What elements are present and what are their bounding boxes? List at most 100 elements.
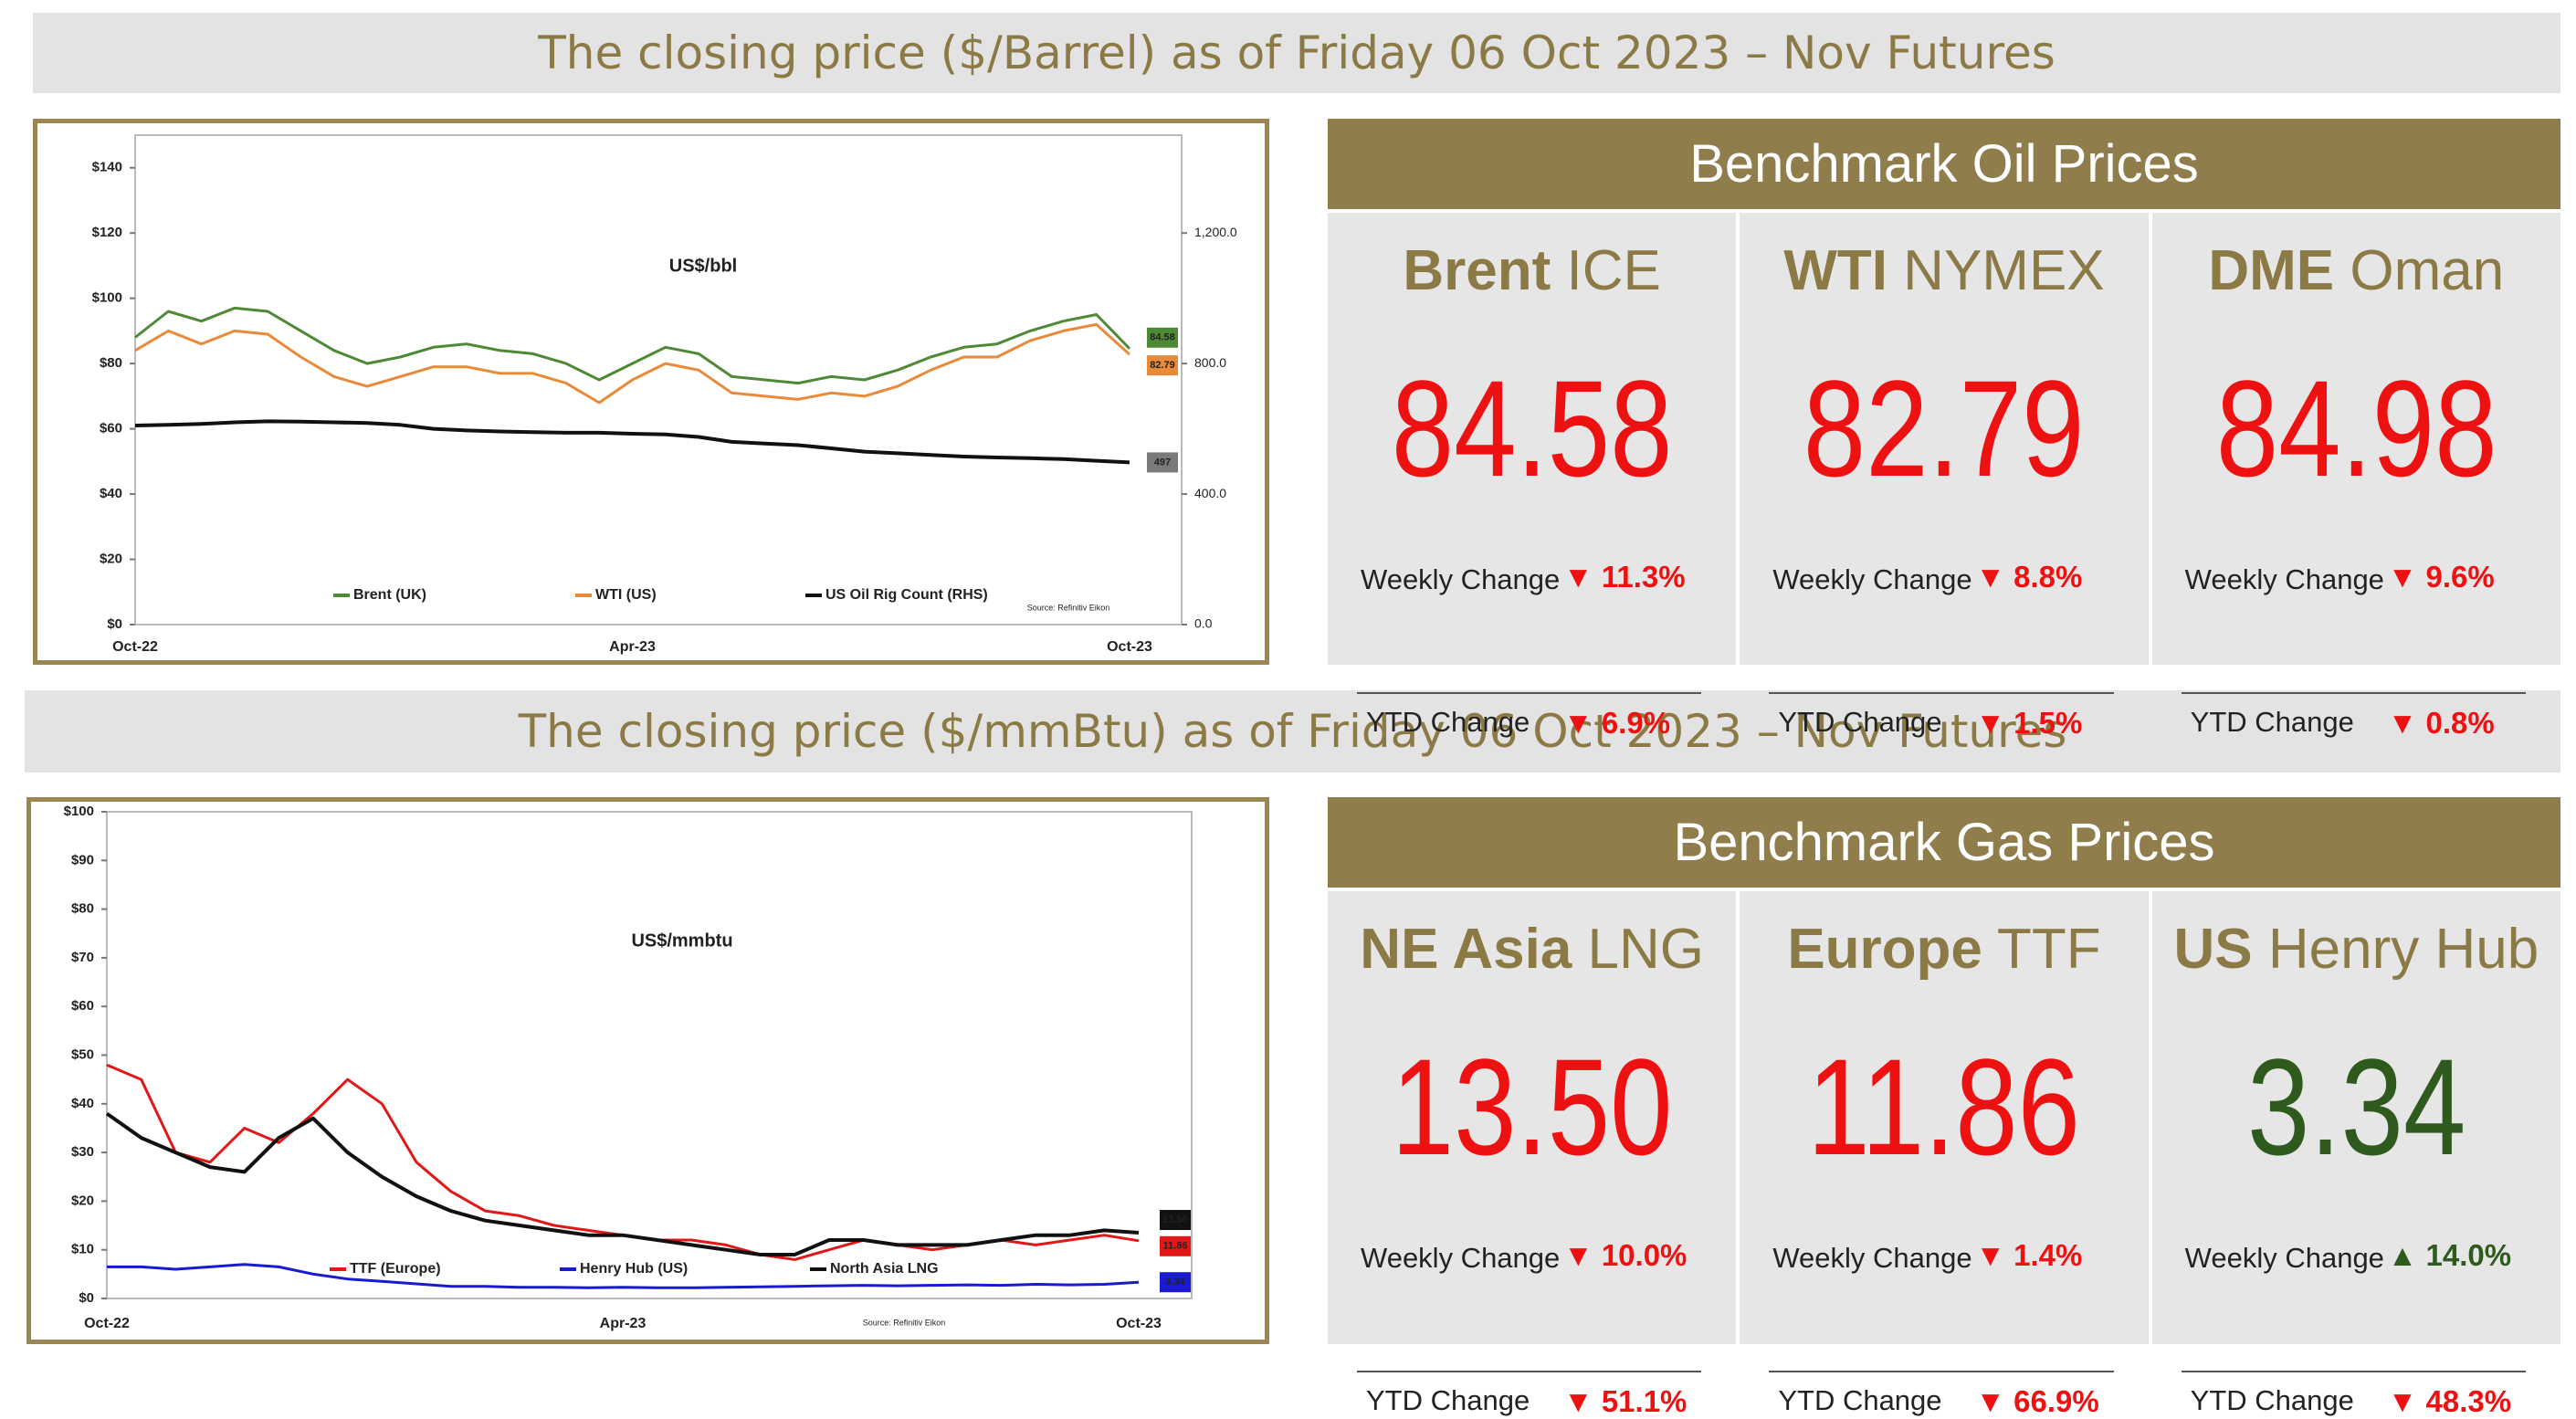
price-card: Europe TTF 11.86 Weekly Change ▼ 1.4% YTD Ch… [1740,891,2149,1418]
price: 82.79 [1803,352,2085,505]
charts: $0 $20 $40 $60 $80 $100 $120 $140 0.0 400.0 800.0 1… [64,134,1237,1331]
divider [1357,692,1702,694]
card-name-bold: US [2173,918,2253,981]
chart-title: US$/bbl [669,256,737,276]
y-tick-label: $100 [92,290,122,306]
price: 84.58 [1391,352,1673,505]
ytd-change: ▼ 48.3% [2387,1384,2512,1418]
weekly-change: ▼ 10.0% [1563,1238,1688,1272]
price-card: NE Asia LNG 13.50 Weekly Change ▼ 10.0% YTD … [1328,891,1737,1418]
chart-source: Source: Refinitiv Eikon [1027,603,1110,612]
price: 3.34 [2246,1030,2466,1183]
y-tick-label: $80 [100,355,122,371]
card-name: Brent ICE [1328,238,1736,303]
end-value-tag [1160,1235,1191,1256]
y-tick-label: $20 [71,1193,94,1208]
y-tick-label: $120 [92,225,122,240]
divider [2181,1371,2526,1372]
legend-label: Brent (UK) [353,587,426,603]
weekly-change: ▼ 9.6% [2387,560,2495,594]
card-name-light: LNG [1587,918,1705,981]
y-tick-label: $100 [64,804,94,819]
y2-tick-label: 800.0 [1194,355,1226,370]
series-line [134,322,1131,405]
panel-title: Benchmark Gas Prices [1328,797,2560,888]
y2-tick-label: 1,200.0 [1194,225,1237,239]
ytd-change: ▼ 1.5% [1975,706,2083,740]
weekly-change: ▼ 8.8% [1975,560,2083,594]
x-tick-label: Oct-22 [84,1316,130,1331]
ytd-label: YTD Change [2190,706,2354,738]
series-line [106,1063,1140,1261]
series-line [134,306,1131,385]
panel-title: Benchmark Oil Prices [1328,119,2560,209]
y2-tick-label: 0.0 [1194,616,1213,631]
chart-source: Source: Refinitiv Eikon [863,1318,946,1327]
price-panel: Benchmark Oil Prices Brent ICE 84.58 Weekly… [1328,119,2560,740]
price-card: US Henry Hub 3.34 Weekly Change ▲ 14.0% YTD … [2151,891,2560,1418]
price: 84.98 [2215,352,2497,505]
series-line [134,419,1130,465]
price-card: Brent ICE 84.58 Weekly Change ▼ 11.3% YTD Ch… [1328,213,1737,740]
card-name: US Henry Hub [2152,917,2560,982]
card-name: NE Asia LNG [1328,917,1736,982]
weekly-label: Weekly Change [1361,563,1561,595]
card-name-bold: Brent [1403,239,1551,302]
legend-label: North Asia LNG [830,1261,939,1277]
card-name-light: NYMEX [1903,239,2105,302]
legend-label: US Oil Rig Count (RHS) [825,587,988,603]
legend-label: TTF (Europe) [350,1261,441,1277]
y-tick-label: $30 [71,1144,94,1160]
card-name-light: ICE [1566,239,1661,302]
card-name-bold: DME [2208,239,2335,302]
end-value-tag [1147,327,1178,348]
banner: The closing price ($/Barrel) as of Frida… [33,13,2560,93]
ytd-label: YTD Change [1778,706,1942,738]
ytd-change: ▼ 66.9% [1975,1384,2099,1418]
plot-area [106,811,1193,1299]
y-tick-label: $10 [71,1242,94,1257]
y-tick-label: $90 [71,852,94,867]
weekly-label: Weekly Change [1772,563,1972,595]
y-tick-label: $20 [100,552,122,567]
ytd-change: ▼ 0.8% [2387,706,2495,740]
weekly-change: ▼ 11.3% [1563,560,1686,594]
weekly-label: Weekly Change [2184,1242,2384,1274]
x-tick-label: Oct-23 [1107,639,1152,655]
y-tick-label: $60 [100,421,122,436]
y-tick-label: $60 [71,998,94,1014]
chart-frame [33,119,1269,665]
y-tick-label: $0 [79,1290,94,1306]
price-card: DME Oman 84.98 Weekly Change ▼ 9.6% YTD Chan… [2151,213,2560,740]
price-card: WTI NYMEX 82.79 Weekly Change ▼ 8.8% YTD Cha… [1740,213,2149,740]
chart-title: US$/mmbtu [631,930,732,951]
end-value-tag [1147,355,1178,376]
series-line [105,1111,1140,1256]
price-panel: Benchmark Gas Prices NE Asia LNG 13.50 Week… [1328,797,2560,1418]
card-name: DME Oman [2152,238,2560,303]
plot-area [134,134,1183,625]
divider [1357,1371,1702,1372]
x-tick-label: Apr-23 [609,639,656,655]
end-value-label: 11.86 [1163,1241,1188,1252]
legend-label: WTI (US) [595,587,657,603]
card-name: Europe TTF [1740,917,2148,982]
end-value-tag [1147,452,1178,473]
end-value-label: 84.58 [1150,332,1175,343]
weekly-label: Weekly Change [1772,1242,1972,1274]
ytd-label: YTD Change [1366,1384,1530,1416]
ytd-change: ▼ 51.1% [1563,1384,1688,1418]
card-name-light: Henry Hub [2267,918,2539,981]
price: 11.86 [1807,1030,2081,1183]
card-name-light: TTF [1997,918,2101,981]
card-name-bold: NE Asia [1360,918,1572,981]
divider [1769,692,2114,694]
y-tick-label: $0 [107,616,122,632]
card-name-bold: Europe [1787,918,1982,981]
x-tick-label: Oct-23 [1116,1316,1162,1331]
divider [2181,692,2526,694]
end-value-tag [1160,1272,1191,1293]
weekly-label: Weekly Change [1361,1242,1561,1274]
weekly-label: Weekly Change [2184,563,2384,595]
price: 13.50 [1391,1030,1673,1183]
